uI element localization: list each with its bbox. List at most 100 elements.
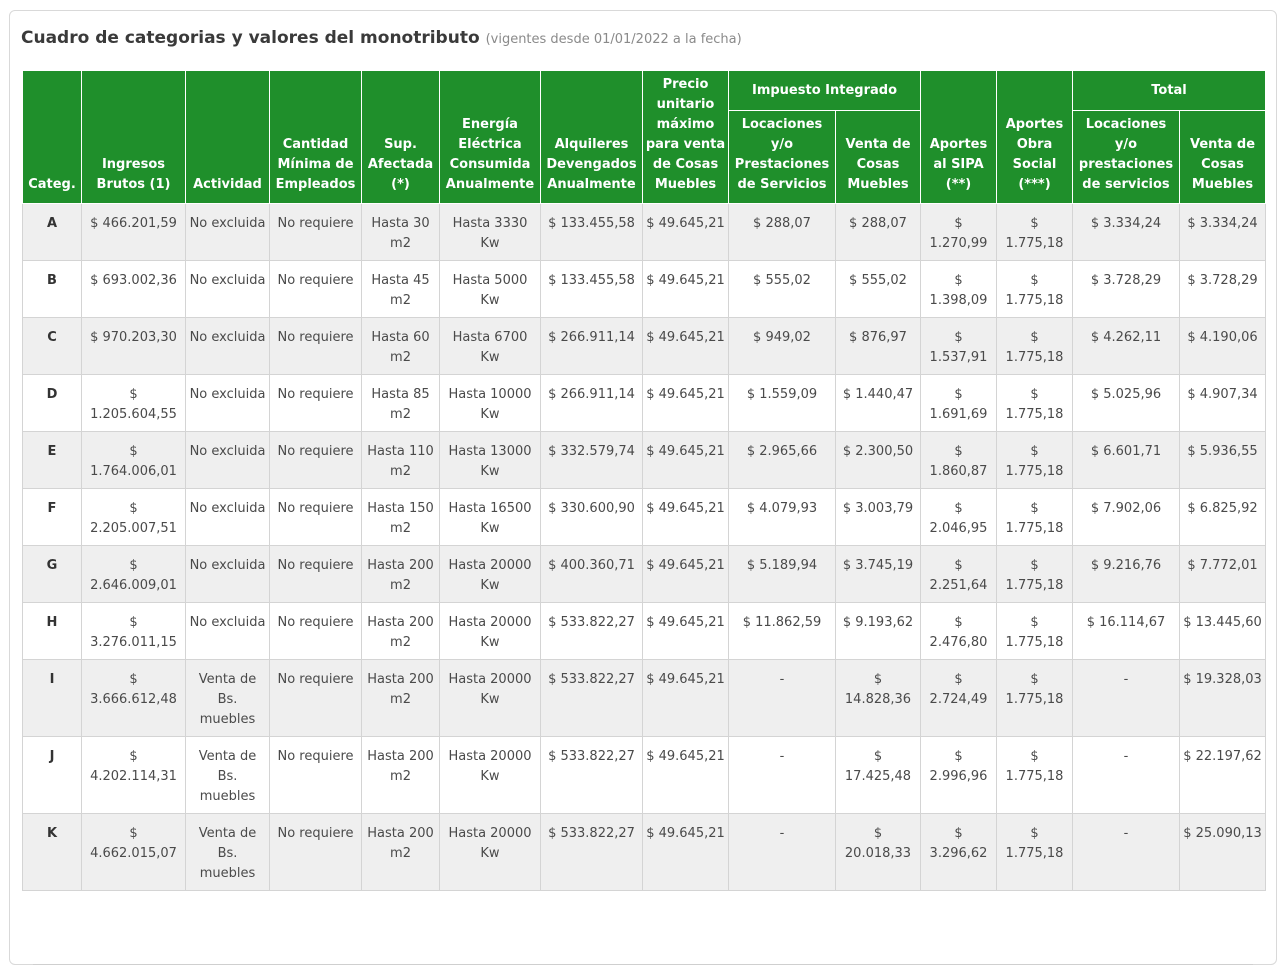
- cell-aportes-obra-social: $ 1.775,18: [996, 431, 1073, 489]
- cell-aportes-obra-social: $ 1.775,18: [996, 659, 1073, 737]
- table-row: I $ 3.666.612,48 Venta de Bs. muebles No re…: [22, 659, 1267, 737]
- cell-energia: Hasta 20000 Kw: [439, 602, 541, 660]
- cell-aportes-obra-social: $ 1.775,18: [996, 260, 1073, 318]
- cell-aportes-sipa: $ 1.537,91: [920, 317, 997, 375]
- cell-categ: J: [22, 736, 82, 814]
- cell-imp-venta: $ 20.018,33: [835, 813, 921, 891]
- header-imp-venta: Venta de Cosas Muebles: [835, 110, 921, 204]
- cell-ingresos: $ 4.202.114,31: [81, 736, 186, 814]
- cell-actividad: No excluida: [185, 374, 270, 432]
- cell-categ: A: [22, 203, 82, 261]
- title-subtitle: (vigentes desde 01/01/2022 a la fecha): [485, 32, 742, 47]
- cell-aportes-sipa: $ 2.046,95: [920, 488, 997, 546]
- cell-alquileres: $ 533.822,27: [540, 602, 643, 660]
- cell-empleados: No requiere: [269, 374, 362, 432]
- cell-categ: G: [22, 545, 82, 603]
- cell-empleados: No requiere: [269, 488, 362, 546]
- cell-imp-locaciones: $ 5.189,94: [728, 545, 836, 603]
- cell-aportes-sipa: $ 2.996,96: [920, 736, 997, 814]
- cell-aportes-sipa: $ 2.251,64: [920, 545, 997, 603]
- cell-aportes-obra-social: $ 1.775,18: [996, 545, 1073, 603]
- cell-tot-locaciones: $ 5.025,96: [1072, 374, 1180, 432]
- table-row: K $ 4.662.015,07 Venta de Bs. muebles No re…: [22, 813, 1267, 891]
- cell-tot-venta: $ 4.907,34: [1178, 374, 1267, 432]
- cell-energia: Hasta 20000 Kw: [439, 736, 541, 814]
- cell-tot-venta: $ 22.197,62: [1178, 736, 1267, 814]
- header-empleados: Cantidad Mínima de Empleados: [269, 70, 362, 204]
- cell-tot-venta: $ 3.334,24: [1178, 203, 1267, 261]
- cell-tot-venta: $ 5.936,55: [1178, 431, 1267, 489]
- cell-ingresos: $ 3.666.612,48: [81, 659, 186, 737]
- cell-aportes-obra-social: $ 1.775,18: [996, 317, 1073, 375]
- cell-precio: $ 49.645,21: [642, 736, 729, 814]
- cell-tot-locaciones: $ 7.902,06: [1072, 488, 1180, 546]
- cell-empleados: No requiere: [269, 659, 362, 737]
- header-categ: Categ.: [22, 70, 82, 204]
- cell-superficie: Hasta 85 m2: [361, 374, 440, 432]
- table-row: B $ 693.002,36 No excluida No requiere Hasta…: [22, 260, 1267, 318]
- cell-alquileres: $ 533.822,27: [540, 813, 643, 891]
- cell-ingresos: $ 970.203,30: [81, 317, 186, 375]
- cell-precio: $ 49.645,21: [642, 431, 729, 489]
- cell-actividad: No excluida: [185, 431, 270, 489]
- cell-alquileres: $ 133.455,58: [540, 260, 643, 318]
- cell-tot-venta: $ 13.445,60: [1178, 602, 1267, 660]
- cell-actividad: Venta de Bs. muebles: [185, 736, 270, 814]
- cell-actividad: No excluida: [185, 317, 270, 375]
- cell-ingresos: $ 1.205.604,55: [81, 374, 186, 432]
- cell-alquileres: $ 400.360,71: [540, 545, 643, 603]
- cell-aportes-obra-social: $ 1.775,18: [996, 736, 1073, 814]
- cell-precio: $ 49.645,21: [642, 659, 729, 737]
- cell-precio: $ 49.645,21: [642, 374, 729, 432]
- cell-empleados: No requiere: [269, 203, 362, 261]
- header-precio: Precio unitario máximo para venta de Cos…: [642, 70, 729, 204]
- cell-categ: K: [22, 813, 82, 891]
- cell-imp-locaciones: $ 555,02: [728, 260, 836, 318]
- cell-tot-locaciones: $ 6.601,71: [1072, 431, 1180, 489]
- cell-actividad: Venta de Bs. muebles: [185, 813, 270, 891]
- cell-categ: F: [22, 488, 82, 546]
- cell-ingresos: $ 1.764.006,01: [81, 431, 186, 489]
- cell-imp-locaciones: $ 2.965,66: [728, 431, 836, 489]
- cell-precio: $ 49.645,21: [642, 545, 729, 603]
- cell-empleados: No requiere: [269, 602, 362, 660]
- cell-imp-venta: $ 1.440,47: [835, 374, 921, 432]
- header-tot-locaciones: Locaciones y/o prestaciones de servicios: [1072, 110, 1180, 204]
- cell-energia: Hasta 13000 Kw: [439, 431, 541, 489]
- cell-actividad: No excluida: [185, 203, 270, 261]
- cell-superficie: Hasta 60 m2: [361, 317, 440, 375]
- cell-superficie: Hasta 200 m2: [361, 659, 440, 737]
- monotributo-table: Categ. Ingresos Brutos (1) Actividad Can…: [22, 70, 1267, 891]
- cell-tot-venta: $ 6.825,92: [1178, 488, 1267, 546]
- cell-categ: H: [22, 602, 82, 660]
- cell-imp-venta: $ 288,07: [835, 203, 921, 261]
- cell-imp-venta: $ 876,97: [835, 317, 921, 375]
- cell-tot-locaciones: $ 3.334,24: [1072, 203, 1180, 261]
- cell-energia: Hasta 16500 Kw: [439, 488, 541, 546]
- cell-actividad: No excluida: [185, 602, 270, 660]
- cell-tot-venta: $ 7.772,01: [1178, 545, 1267, 603]
- cell-ingresos: $ 4.662.015,07: [81, 813, 186, 891]
- cell-tot-venta: $ 25.090,13: [1178, 813, 1267, 891]
- cell-imp-locaciones: $ 1.559,09: [728, 374, 836, 432]
- cell-superficie: Hasta 200 m2: [361, 545, 440, 603]
- cell-superficie: Hasta 30 m2: [361, 203, 440, 261]
- cell-precio: $ 49.645,21: [642, 317, 729, 375]
- cell-imp-locaciones: $ 4.079,93: [728, 488, 836, 546]
- table-row: J $ 4.202.114,31 Venta de Bs. muebles No re…: [22, 736, 1267, 814]
- cell-ingresos: $ 2.646.009,01: [81, 545, 186, 603]
- cell-imp-locaciones: $ 288,07: [728, 203, 836, 261]
- cell-alquileres: $ 133.455,58: [540, 203, 643, 261]
- cell-energia: Hasta 3330 Kw: [439, 203, 541, 261]
- cell-tot-locaciones: $ 3.728,29: [1072, 260, 1180, 318]
- cell-precio: $ 49.645,21: [642, 813, 729, 891]
- header-ingresos: Ingresos Brutos (1): [81, 70, 186, 204]
- cell-tot-locaciones: -: [1072, 659, 1180, 737]
- cell-superficie: Hasta 150 m2: [361, 488, 440, 546]
- cell-categ: D: [22, 374, 82, 432]
- cell-imp-locaciones: -: [728, 736, 836, 814]
- cell-imp-venta: $ 14.828,36: [835, 659, 921, 737]
- cell-empleados: No requiere: [269, 260, 362, 318]
- cell-precio: $ 49.645,21: [642, 203, 729, 261]
- table-row: D $ 1.205.604,55 No excluida No requiere Has…: [22, 374, 1267, 432]
